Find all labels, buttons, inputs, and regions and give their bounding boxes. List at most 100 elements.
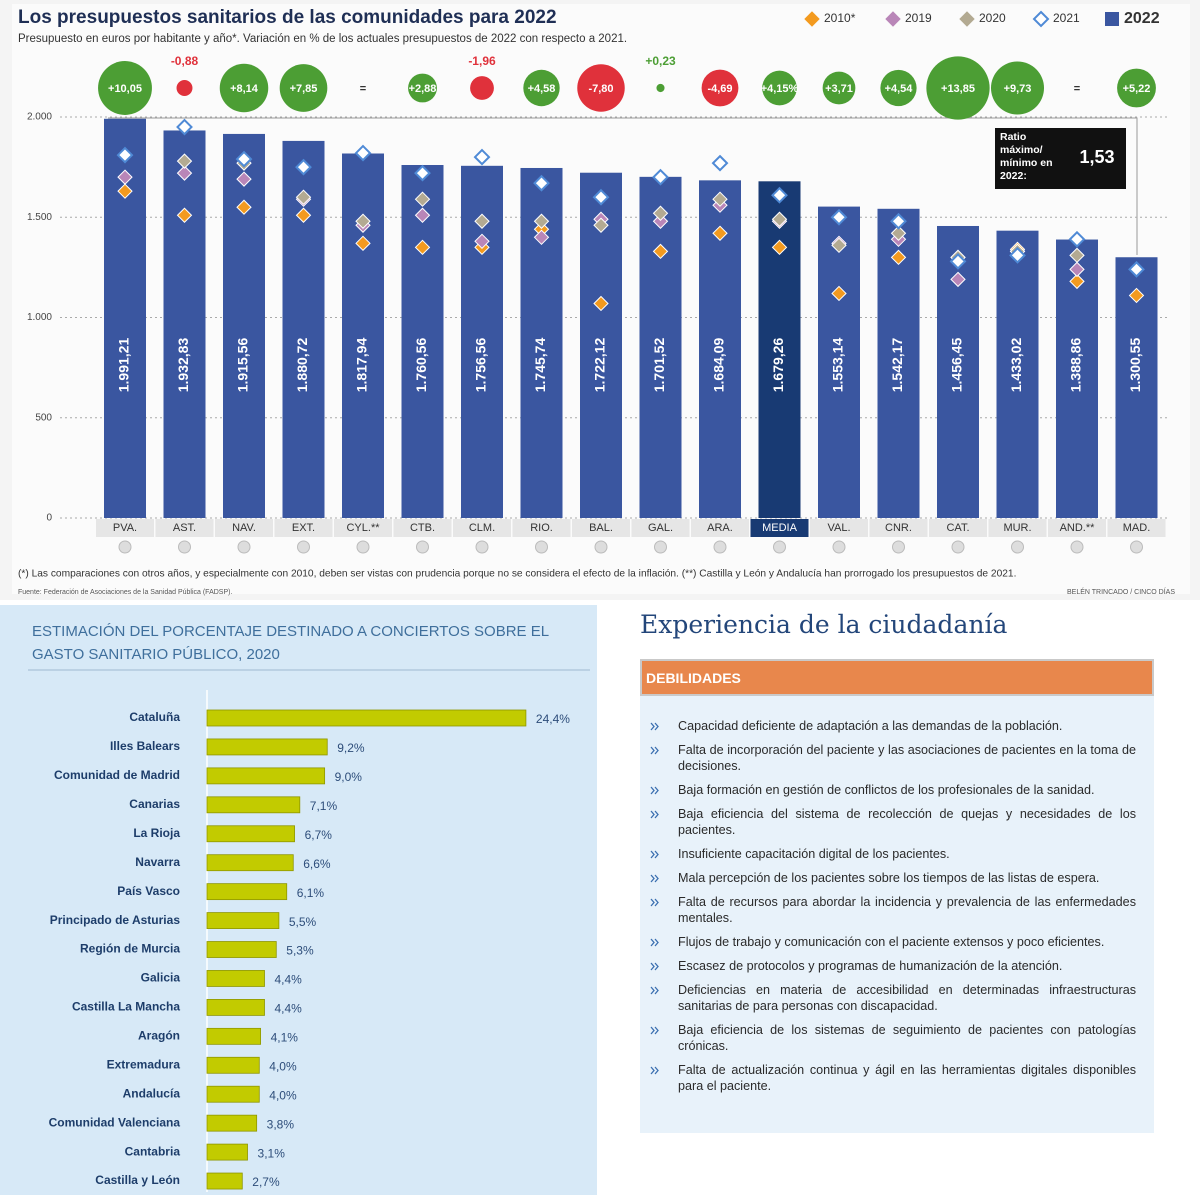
variation-bubble — [1117, 68, 1156, 108]
marker — [652, 205, 669, 221]
bar-value-label: 1.756,56 — [473, 338, 489, 393]
list-item: Baja eficiencia de los sistemas de segui… — [648, 1022, 1136, 1054]
marker — [414, 239, 431, 256]
x-tick-label: CAT. — [946, 522, 969, 534]
flag — [594, 540, 608, 554]
legend-swatch — [959, 11, 975, 27]
flag — [713, 540, 727, 554]
bar-value-label: 6,1% — [297, 886, 325, 900]
x-tick-label: CTB. — [410, 522, 435, 534]
list-item: Insuficiente capacitación digital de los… — [648, 846, 1136, 862]
document: Experiencia de la ciudadanía DEBILIDADES… — [640, 610, 1154, 1133]
variation-bubble — [98, 61, 152, 115]
item-text: Baja formación en gestión de conflictos … — [678, 783, 1095, 797]
x-tick-label: CYL.** — [346, 522, 380, 534]
footnote: (*) Las comparaciones con otros años, y … — [18, 569, 1016, 580]
variation-bubble — [176, 80, 193, 96]
bar-value-label: 1.433,02 — [1008, 338, 1024, 393]
legend-label: 2010* — [824, 11, 856, 25]
bar-value-label: 1.684,09 — [711, 338, 727, 393]
marker — [652, 213, 669, 229]
variation-label: -4,69 — [707, 83, 732, 95]
variation-label: +3,71 — [825, 83, 853, 95]
marker — [712, 225, 728, 241]
marker — [473, 148, 491, 166]
variation-bubble — [762, 70, 797, 106]
bar-value-label: 1.701,52 — [651, 338, 667, 393]
y-tick-label: País Vasco — [117, 884, 180, 898]
flag — [773, 540, 786, 554]
ratio-label: Ratio máximo/ mínimo en 2022: — [1000, 131, 1053, 182]
item-text: Falta de recursos para abordar la incide… — [678, 895, 1136, 925]
bar-value-label: 1.817,94 — [354, 338, 370, 393]
variation-bubble — [219, 63, 269, 113]
marker — [1069, 247, 1085, 264]
bar-value-label: 1.300,55 — [1127, 338, 1143, 393]
list-item: Baja formación en gestión de conflictos … — [648, 782, 1136, 798]
bar — [206, 941, 277, 958]
marker — [474, 213, 490, 229]
marker — [355, 235, 371, 252]
variation-label: +2,88 — [409, 83, 437, 95]
bullet — [650, 786, 659, 795]
x-tick-label: RIO. — [530, 522, 553, 534]
list-item: Baja eficiencia del sistema de recolecci… — [648, 806, 1136, 838]
category-box — [1048, 519, 1106, 537]
flag — [654, 540, 667, 554]
bullet — [650, 746, 659, 755]
marker — [1069, 273, 1085, 290]
chart-subtitle: Presupuesto en euros por habitante y año… — [18, 33, 627, 45]
category-box — [869, 519, 928, 537]
category-box — [453, 519, 511, 537]
y-tick-label: Cataluña — [129, 710, 180, 724]
variation-label: +0,23 — [645, 54, 676, 68]
marker — [176, 207, 193, 223]
list-item: Falta de actualización continua y ágil e… — [648, 1062, 1136, 1094]
bar-value-label: 6,6% — [303, 857, 331, 871]
variation-label: +4,58 — [528, 83, 556, 95]
bullet — [650, 938, 659, 947]
legend-swatch — [1105, 12, 1119, 26]
variation-bubble — [523, 69, 560, 107]
bar — [206, 1056, 260, 1074]
marker — [117, 169, 133, 185]
flag — [178, 540, 191, 554]
bar-value-label: 1.388,86 — [1068, 338, 1084, 393]
variation-bubble — [656, 83, 665, 93]
marker — [1069, 261, 1085, 278]
marker — [533, 213, 550, 229]
category-box — [631, 519, 690, 537]
bar — [163, 130, 206, 518]
bar-value-label: 9,0% — [335, 770, 363, 784]
variation-label: -7,80 — [588, 83, 613, 95]
bar-value-label: 1.456,45 — [949, 338, 965, 393]
x-tick-label: CLM. — [469, 522, 495, 534]
y-tick-label: 0 — [46, 513, 52, 524]
marker — [652, 168, 669, 186]
variation-bubble — [701, 69, 739, 107]
bar — [206, 912, 280, 929]
x-tick-label: MAD. — [1123, 522, 1151, 534]
bar — [206, 738, 328, 756]
marker — [1128, 260, 1145, 278]
marker — [831, 237, 847, 254]
flag — [535, 540, 548, 554]
list-item: Falta de incorporación del paciente y la… — [648, 742, 1136, 774]
variation-bubble — [926, 56, 990, 120]
list-item: Capacidad deficiente de adaptación a las… — [648, 718, 1136, 734]
variation-bubble — [470, 76, 494, 100]
chart-title: Los presupuestos sanitarios de las comun… — [18, 7, 557, 28]
bar — [206, 883, 288, 901]
variation-label: -0,88 — [171, 54, 199, 68]
y-tick-label: Principado de Asturias — [50, 913, 181, 927]
marker — [355, 213, 371, 229]
marker — [414, 164, 431, 182]
flag — [297, 540, 310, 554]
y-tick-label: Comunidad Valenciana — [49, 1115, 181, 1129]
marker — [771, 239, 788, 256]
bar-value-label: 5,3% — [286, 944, 314, 958]
x-tick-label: MEDIA — [762, 522, 798, 534]
flag — [1130, 540, 1143, 554]
bar — [758, 181, 801, 519]
